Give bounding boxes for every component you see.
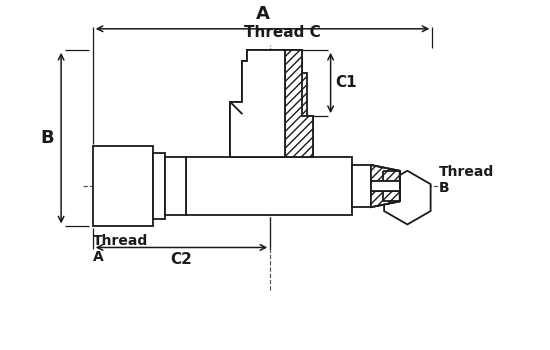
Bar xyxy=(284,50,302,61)
Text: B: B xyxy=(41,129,54,147)
Bar xyxy=(371,181,400,191)
Bar xyxy=(186,157,352,215)
Bar xyxy=(230,102,284,157)
Text: A: A xyxy=(256,5,270,23)
Bar xyxy=(164,157,186,215)
Polygon shape xyxy=(371,191,400,207)
Text: Thread
A: Thread A xyxy=(93,234,148,264)
Polygon shape xyxy=(384,171,431,224)
Polygon shape xyxy=(371,165,400,181)
Bar xyxy=(93,146,153,226)
Text: Thread
B: Thread B xyxy=(439,165,494,195)
Bar xyxy=(352,165,371,207)
Bar xyxy=(247,50,284,61)
Bar xyxy=(153,154,164,219)
Bar xyxy=(390,171,400,202)
Bar xyxy=(243,61,284,102)
Text: Thread C: Thread C xyxy=(244,25,321,40)
Text: C1: C1 xyxy=(336,76,357,91)
Bar xyxy=(284,73,307,157)
Bar xyxy=(284,116,314,157)
Polygon shape xyxy=(230,50,284,157)
Bar xyxy=(284,61,302,116)
Text: C2: C2 xyxy=(170,252,192,267)
Polygon shape xyxy=(284,50,314,157)
